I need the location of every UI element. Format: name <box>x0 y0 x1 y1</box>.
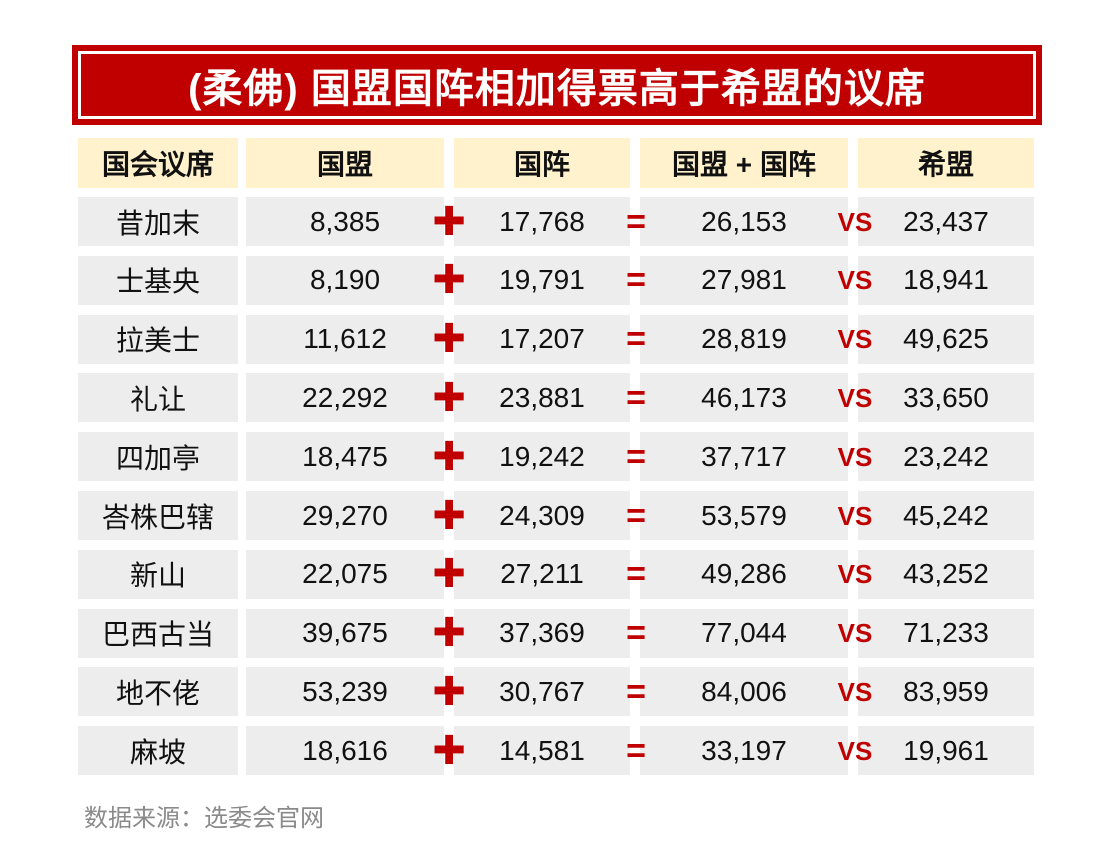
data-source-note: 数据来源：选委会官网 <box>84 805 324 832</box>
vs-label: VS <box>837 500 873 531</box>
equals-icon: = <box>626 555 646 594</box>
table-cell-ph: 33,650 <box>858 373 1034 423</box>
table-cell-sum: 28,819 <box>640 314 848 364</box>
table-cell-bn: 19,242 <box>454 432 630 482</box>
vs-label: VS <box>837 206 873 237</box>
table-cell-pn: 22,075 <box>246 549 444 599</box>
table-cell-ph: 18,941 <box>858 255 1034 305</box>
table-cell-bn: 17,768 <box>454 197 630 246</box>
equals-icon: = <box>626 731 646 770</box>
vs-label: VS <box>837 265 873 296</box>
table-cell-bn: 19,791 <box>454 255 630 305</box>
column-ph-header: 希盟 <box>858 138 1034 188</box>
table-cell-bn: 27,211 <box>454 549 630 599</box>
table-cell-seat: 礼让 <box>78 373 238 423</box>
equals-icon: = <box>626 614 646 653</box>
plus-icon: ✚ <box>432 199 466 244</box>
column-seat-header: 国会议席 <box>78 138 238 188</box>
table-cell-sum: 27,981 <box>640 255 848 305</box>
table-cell-bn: 30,767 <box>454 667 630 717</box>
plus-icon: ✚ <box>432 317 466 362</box>
table-cell-sum: 53,579 <box>640 491 848 540</box>
equals-icon: = <box>626 496 646 535</box>
table-cell-seat: 拉美士 <box>78 314 238 364</box>
vs-label: VS <box>837 382 873 413</box>
table-cell-bn: 23,881 <box>454 373 630 423</box>
plus-icon: ✚ <box>432 493 466 538</box>
vs-label: VS <box>837 324 873 355</box>
vs-label: VS <box>837 441 873 472</box>
table-cell-ph: 43,252 <box>858 549 1034 599</box>
plus-icon: ✚ <box>432 611 466 656</box>
title-banner: (柔佛) 国盟国阵相加得票高于希盟的议席 <box>72 45 1042 125</box>
column-sum-header: 国盟 + 国阵 <box>640 138 848 188</box>
equals-icon: = <box>626 437 646 476</box>
table-cell-pn: 22,292 <box>246 373 444 423</box>
equals-icon: = <box>626 378 646 417</box>
table-cell-seat: 新山 <box>78 549 238 599</box>
table-cell-ph: 23,437 <box>858 197 1034 246</box>
table-cell-ph: 45,242 <box>858 491 1034 540</box>
table-cell-ph: 19,961 <box>858 726 1034 776</box>
table-cell-seat: 峇株巴辖 <box>78 491 238 540</box>
table-cell-pn: 8,190 <box>246 255 444 305</box>
column-bn-header: 国阵 <box>454 138 630 188</box>
equals-icon: = <box>626 202 646 241</box>
table-cell-bn: 37,369 <box>454 608 630 658</box>
table-cell-sum: 49,286 <box>640 549 848 599</box>
table-cell-pn: 53,239 <box>246 667 444 717</box>
vs-label: VS <box>837 735 873 766</box>
table-cell-ph: 49,625 <box>858 314 1034 364</box>
plus-icon: ✚ <box>432 728 466 773</box>
table-cell-seat: 士基央 <box>78 255 238 305</box>
table-cell-sum: 37,717 <box>640 432 848 482</box>
table-cell-pn: 18,616 <box>246 726 444 776</box>
plus-icon: ✚ <box>432 258 466 303</box>
table-cell-ph: 23,242 <box>858 432 1034 482</box>
table-cell-sum: 33,197 <box>640 726 848 776</box>
vs-label: VS <box>837 559 873 590</box>
table-cell-ph: 71,233 <box>858 608 1034 658</box>
table-cell-bn: 24,309 <box>454 491 630 540</box>
table-cell-sum: 84,006 <box>640 667 848 717</box>
title-border: (柔佛) 国盟国阵相加得票高于希盟的议席 <box>78 51 1036 119</box>
vs-label: VS <box>837 618 873 649</box>
plus-icon: ✚ <box>432 669 466 714</box>
vs-label: VS <box>837 676 873 707</box>
table-cell-pn: 8,385 <box>246 197 444 246</box>
table-cell-seat: 麻坡 <box>78 726 238 776</box>
equals-icon: = <box>626 261 646 300</box>
table-cell-sum: 77,044 <box>640 608 848 658</box>
plus-icon: ✚ <box>432 434 466 479</box>
equals-icon: = <box>626 672 646 711</box>
table-cell-pn: 39,675 <box>246 608 444 658</box>
table-cell-seat: 昔加末 <box>78 197 238 246</box>
table-cell-seat: 四加亭 <box>78 432 238 482</box>
table-cell-pn: 11,612 <box>246 314 444 364</box>
table-cell-bn: 17,207 <box>454 314 630 364</box>
table-cell-pn: 18,475 <box>246 432 444 482</box>
column-pn-header: 国盟 <box>246 138 444 188</box>
table-cell-sum: 46,173 <box>640 373 848 423</box>
table-cell-ph: 83,959 <box>858 667 1034 717</box>
table-cell-sum: 26,153 <box>640 197 848 246</box>
chart-title: (柔佛) 国盟国阵相加得票高于希盟的议席 <box>188 67 926 111</box>
plus-icon: ✚ <box>432 552 466 597</box>
table-cell-seat: 巴西古当 <box>78 608 238 658</box>
equals-icon: = <box>626 320 646 359</box>
table-cell-pn: 29,270 <box>246 491 444 540</box>
table-cell-bn: 14,581 <box>454 726 630 776</box>
plus-icon: ✚ <box>432 375 466 420</box>
table-cell-seat: 地不佬 <box>78 667 238 717</box>
